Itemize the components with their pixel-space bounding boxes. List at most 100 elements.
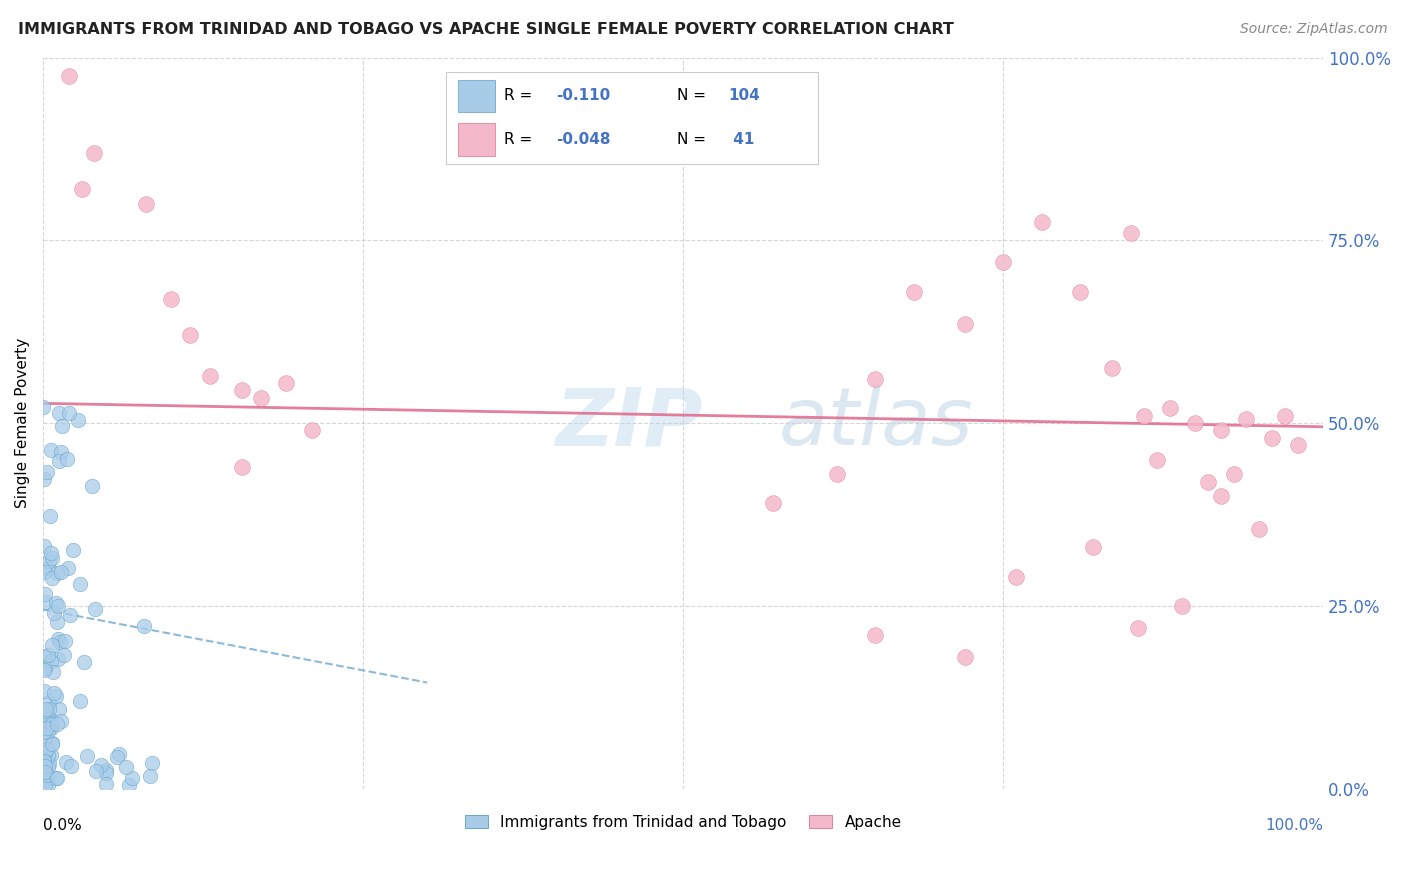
Point [1222,467,1244,482]
Point [42,607,65,621]
Point [991,255,1014,269]
Point [69,694,91,708]
Point [48,454,70,468]
Point [45,771,67,785]
Point [45,716,67,731]
Point [32,764,55,778]
Point [69,576,91,591]
Text: atlas: atlas [779,384,974,462]
Point [45,689,67,703]
Point [825,467,848,482]
Point [34,661,56,675]
Y-axis label: Single Female Poverty: Single Female Poverty [15,338,30,508]
Point [41,546,63,560]
Point [37,759,59,773]
Point [34,764,56,779]
Point [46,632,69,647]
Point [863,372,886,386]
Point [35,721,58,735]
Point [49,714,72,728]
Point [56,451,79,466]
Point [32,684,55,698]
Point [41,550,63,565]
Point [41,638,63,652]
Text: 0.0%: 0.0% [44,818,82,833]
Point [32,539,55,553]
Point [139,769,162,783]
Point [953,318,976,332]
Point [37,465,59,479]
Point [37,768,59,782]
Point [82,479,104,493]
Point [34,778,56,792]
Point [34,772,56,787]
Point [160,292,183,306]
Point [1261,431,1284,445]
Text: ZIP: ZIP [555,384,703,462]
Point [108,747,131,761]
Point [44,686,66,700]
Point [39,721,62,735]
Point [51,566,73,580]
Point [38,702,60,716]
Point [41,571,63,585]
Point [121,771,143,785]
Point [38,756,60,771]
Point [179,328,201,343]
Point [198,368,221,383]
Point [276,376,298,390]
Point [1121,226,1143,240]
Point [1031,215,1053,229]
Point [56,561,79,575]
Point [48,702,70,716]
Point [96,777,118,791]
Point [37,710,59,724]
Point [37,561,59,575]
Point [70,182,93,196]
Point [1126,621,1149,635]
Point [1005,569,1028,583]
Point [1286,438,1309,452]
Point [42,665,65,679]
Point [49,635,72,649]
Point [1184,416,1206,430]
Point [231,383,253,397]
Point [84,601,107,615]
Point [1133,409,1156,423]
Point [41,717,63,731]
Point [231,459,253,474]
Point [35,705,58,719]
Point [46,566,69,580]
Point [52,648,75,663]
Point [1209,489,1232,503]
Point [59,758,82,772]
Point [96,765,118,780]
Point [1069,285,1091,299]
Point [34,725,56,739]
Point [762,496,785,510]
Point [1159,401,1181,416]
Text: IMMIGRANTS FROM TRINIDAD AND TOBAGO VS APACHE SINGLE FEMALE POVERTY CORRELATION : IMMIGRANTS FROM TRINIDAD AND TOBAGO VS A… [18,22,955,37]
Point [903,285,925,299]
Point [58,69,80,83]
Point [1197,475,1219,489]
Point [37,742,59,756]
Point [34,648,56,663]
Point [1274,409,1296,423]
Point [249,391,271,405]
Legend: Immigrants from Trinidad and Tobago, Apache: Immigrants from Trinidad and Tobago, Apa… [458,808,908,836]
Point [1081,541,1104,555]
Point [38,553,60,567]
Point [48,406,70,420]
Point [49,444,72,458]
Point [953,650,976,665]
Point [34,565,56,579]
Point [38,508,60,523]
Point [115,760,138,774]
Point [45,615,67,629]
Point [46,599,69,613]
Point [34,721,56,735]
Point [1209,424,1232,438]
Text: Source: ZipAtlas.com: Source: ZipAtlas.com [1240,22,1388,37]
Point [34,663,56,677]
